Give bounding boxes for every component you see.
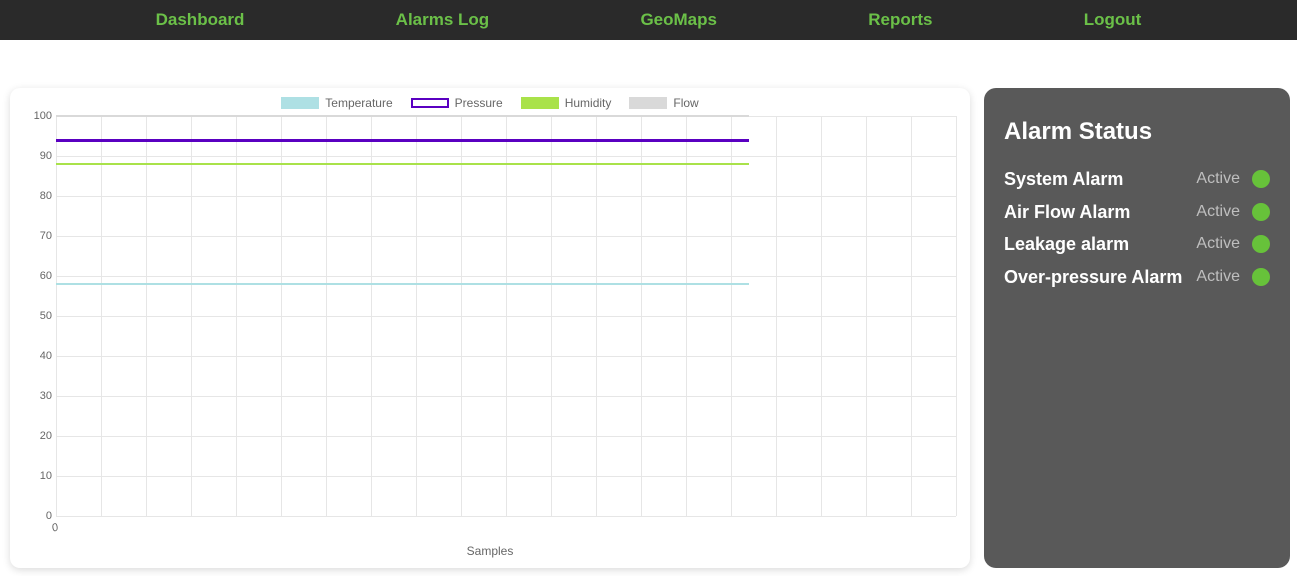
y-tick-label: 0 [26,510,52,522]
legend-item-humidity[interactable]: Humidity [521,96,612,110]
gridline-v [596,116,597,516]
alarm-status-group: Active [1196,203,1270,221]
gridline-v [731,116,732,516]
legend-swatch-temperature [281,97,319,109]
gridline-v [461,116,462,516]
legend-swatch-humidity [521,97,559,109]
gridline-v [776,116,777,516]
gridline-v [866,116,867,516]
gridline-v [281,116,282,516]
alarm-list: System AlarmActiveAir Flow AlarmActiveLe… [1004,168,1270,288]
alarm-state: Active [1196,170,1240,188]
alarm-row: Leakage alarm Active [1004,233,1270,256]
y-tick-label: 60 [26,270,52,282]
gridline-v [821,116,822,516]
x-axis-label: Samples [467,544,514,558]
alarm-name: Leakage alarm [1004,233,1186,256]
legend-swatch-pressure [411,98,449,108]
content: Temperature Pressure Humidity Flow 01020… [0,40,1297,568]
y-tick-label: 50 [26,310,52,322]
series-temperature [56,283,749,285]
alarm-state: Active [1196,235,1240,253]
gridline-v [371,116,372,516]
gridline-v [641,116,642,516]
alarm-status-panel: Alarm Status System AlarmActiveAir Flow … [984,88,1290,568]
gridline-v [236,116,237,516]
x-axis-tick-0: 0 [50,521,60,534]
legend-item-pressure[interactable]: Pressure [411,96,503,110]
alarm-panel-title: Alarm Status [1004,118,1270,146]
alarm-name: System Alarm [1004,168,1186,191]
alarm-name: Over-pressure Alarm [1004,266,1186,289]
alarm-row: Air Flow Alarm Active [1004,201,1270,224]
nav-alarms-log[interactable]: Alarms Log [396,10,490,30]
legend-item-flow[interactable]: Flow [629,96,698,110]
y-tick-label: 30 [26,390,52,402]
nav-dashboard[interactable]: Dashboard [156,10,245,30]
series-humidity [56,163,749,165]
gridline-h [56,516,956,517]
status-dot-icon [1252,170,1270,188]
alarm-row: Over-pressure Alarm Active [1004,266,1270,289]
gridline-v [56,116,57,516]
status-dot-icon [1252,203,1270,221]
legend-label: Pressure [455,96,503,110]
chart-panel: Temperature Pressure Humidity Flow 01020… [10,88,970,568]
chart-grid [56,116,956,516]
nav-logout[interactable]: Logout [1084,10,1142,30]
legend-label: Humidity [565,96,612,110]
navbar: Dashboard Alarms Log GeoMaps Reports Log… [0,0,1297,40]
gridline-v [506,116,507,516]
gridline-v [686,116,687,516]
gridline-v [956,116,957,516]
status-dot-icon [1252,235,1270,253]
legend-item-temperature[interactable]: Temperature [281,96,392,110]
alarm-status-group: Active [1196,170,1270,188]
gridline-v [191,116,192,516]
nav-geomaps[interactable]: GeoMaps [640,10,717,30]
gridline-v [101,116,102,516]
alarm-status-group: Active [1196,268,1270,286]
nav-reports[interactable]: Reports [868,10,932,30]
alarm-name: Air Flow Alarm [1004,201,1186,224]
gridline-v [326,116,327,516]
gridline-v [911,116,912,516]
y-tick-label: 70 [26,230,52,242]
gridline-v [416,116,417,516]
chart-legend: Temperature Pressure Humidity Flow [20,96,960,110]
gridline-v [551,116,552,516]
y-tick-label: 80 [26,190,52,202]
legend-label: Flow [673,96,698,110]
legend-swatch-flow [629,97,667,109]
y-tick-label: 100 [26,110,52,122]
alarm-state: Active [1196,203,1240,221]
y-tick-label: 40 [26,350,52,362]
alarm-status-group: Active [1196,235,1270,253]
y-tick-label: 90 [26,150,52,162]
alarm-row: System Alarm Active [1004,168,1270,191]
gridline-v [146,116,147,516]
series-flow [56,115,749,117]
y-tick-label: 20 [26,430,52,442]
legend-label: Temperature [325,96,392,110]
status-dot-icon [1252,268,1270,286]
chart-area: 0102030405060708090100 0 [56,116,956,516]
alarm-state: Active [1196,268,1240,286]
series-pressure [56,139,749,142]
y-tick-label: 10 [26,470,52,482]
